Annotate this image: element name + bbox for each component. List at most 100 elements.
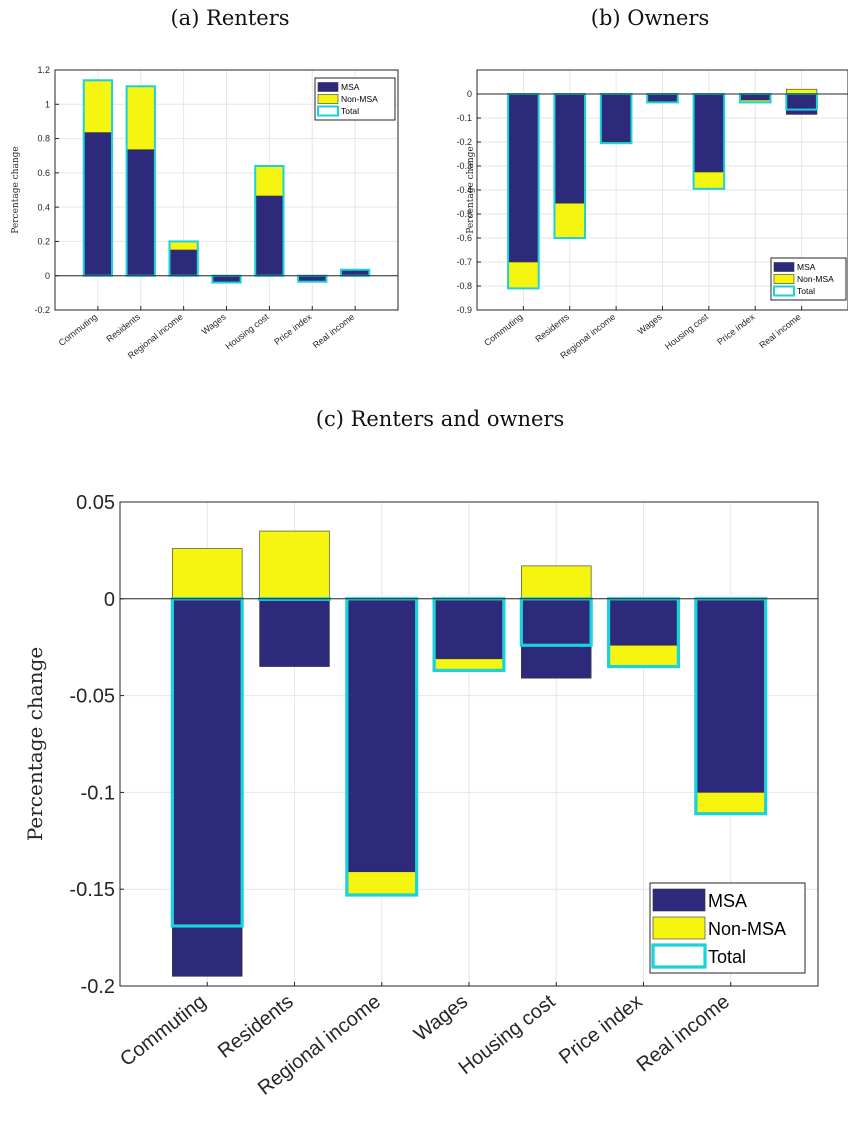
- legend-swatch: [317, 105, 339, 117]
- y-tick-label: -0.4: [456, 185, 472, 195]
- y-tick-label: -0.1: [456, 113, 472, 123]
- msa-bar: [693, 93, 725, 173]
- legend-swatch: [773, 285, 795, 297]
- x-tick-label: Wages: [200, 311, 228, 336]
- x-tick-label: Price index: [555, 991, 647, 1069]
- legend-label: Non-MSA: [708, 919, 786, 939]
- y-tick-label: 0: [104, 589, 115, 611]
- msa-bar: [254, 195, 284, 277]
- y-tick-label: -0.2: [34, 305, 50, 315]
- legend-label: MSA: [708, 891, 747, 911]
- y-tick-label: -0.3: [456, 161, 472, 171]
- msa-bar: [259, 598, 330, 667]
- msa-bar: [433, 598, 505, 660]
- legend-label: MSA: [797, 262, 816, 272]
- x-tick-label: Real income: [633, 991, 734, 1077]
- legend-swatch: [652, 916, 706, 940]
- chart-b: -0.9 -0.8 -0.7 -0.6 -0.5 -0.4 -0.3 -0.2 -0.1 0 Com…: [456, 69, 848, 361]
- non-msa-bar: [608, 644, 679, 667]
- x-tick-label: Housing cost: [455, 990, 560, 1079]
- y-axis-label: Percentage change: [11, 146, 21, 233]
- y-tick-label: -0.9: [456, 305, 472, 315]
- x-tick-label: Housing cost: [663, 311, 711, 351]
- x-tick-label: Housing cost: [223, 311, 271, 351]
- x-tick-label: Residents: [104, 311, 142, 344]
- y-axis-label: Percentage change: [23, 647, 47, 841]
- non-msa-bar: [126, 85, 156, 151]
- legend-label: MSA: [341, 82, 360, 92]
- x-tick-label: Wages: [410, 991, 472, 1046]
- msa-bar: [554, 93, 586, 204]
- y-tick-label: 0: [45, 271, 50, 281]
- non-msa-bar: [254, 165, 284, 197]
- non-msa-bar: [695, 792, 766, 814]
- msa-bar: [608, 598, 679, 646]
- y-tick-label: -0.2: [456, 137, 472, 147]
- y-tick-label: -0.15: [69, 879, 115, 901]
- msa-bar: [172, 598, 243, 977]
- y-tick-label: 0.05: [76, 492, 115, 514]
- legend-swatch: [651, 943, 707, 969]
- chart-c: -0.2 -0.15 -0.1 -0.05 0 0.05 Commuting Resident…: [23, 492, 819, 1100]
- y-tick-label: -0.7: [456, 257, 472, 267]
- non-msa-bar: [172, 548, 243, 600]
- msa-bar: [600, 93, 632, 143]
- non-msa-bar: [259, 530, 330, 600]
- y-tick-label: 0.2: [37, 237, 50, 247]
- y-tick-label: -0.6: [456, 233, 472, 243]
- x-tick-label: Residents: [214, 991, 298, 1063]
- msa-bar: [786, 93, 818, 115]
- y-tick-label: 0: [467, 89, 472, 99]
- x-tick-label: Commuting: [57, 312, 99, 348]
- non-msa-bar: [521, 565, 592, 600]
- y-axis-label: Percentage change: [466, 146, 476, 233]
- non-msa-bar: [83, 79, 113, 133]
- x-tick-label: Residents: [533, 311, 571, 344]
- x-tick-label: Real income: [757, 312, 803, 351]
- y-tick-label: 1.2: [37, 65, 50, 75]
- legend-label: Non-MSA: [797, 274, 834, 284]
- msa-bar: [169, 249, 199, 277]
- y-tick-label: -0.2: [81, 976, 115, 998]
- panel-b-title: (b) Owners: [590, 6, 710, 30]
- legend-swatch: [773, 274, 795, 284]
- msa-bar: [83, 132, 113, 277]
- y-tick-label: 0.8: [37, 134, 50, 144]
- x-tick-label: Real income: [311, 312, 357, 351]
- non-msa-bar: [169, 241, 199, 251]
- x-tick-label: Price index: [715, 311, 757, 347]
- chart-a: -0.2 0 0.2 0.4 0.6 0.8 1 1.2 Commuting Residents R…: [11, 65, 399, 361]
- non-msa-bar: [433, 658, 505, 671]
- y-tick-label: 0.4: [37, 202, 50, 212]
- legend-swatch: [652, 888, 706, 912]
- non-msa-bar: [554, 202, 586, 239]
- x-tick-label: Commuting: [482, 312, 524, 348]
- legend-swatch: [317, 94, 339, 104]
- legend-label: Total: [341, 106, 359, 116]
- panel-a-title: (a) Renters: [170, 6, 290, 30]
- y-tick-label: 1: [45, 99, 50, 109]
- y-tick-label: -0.5: [456, 209, 472, 219]
- msa-bar: [507, 93, 539, 263]
- y-tick-label: -0.05: [69, 686, 115, 708]
- non-msa-bar: [507, 261, 539, 289]
- msa-bar: [521, 598, 592, 679]
- x-tick-label: Price index: [272, 311, 314, 347]
- non-msa-bar: [346, 871, 417, 896]
- non-msa-bar: [693, 171, 725, 190]
- msa-bar: [126, 149, 156, 277]
- legend: MSA Non-MSA Total: [314, 77, 396, 121]
- msa-bar: [346, 598, 417, 873]
- legend-label: Total: [708, 947, 746, 967]
- y-tick-label: 0.6: [37, 168, 50, 178]
- legend-label: Non-MSA: [341, 94, 378, 104]
- panel-c-title: (c) Renters and owners: [315, 407, 565, 431]
- x-tick-label: Commuting: [116, 991, 210, 1071]
- legend-swatch: [773, 262, 795, 272]
- y-tick-label: -0.1: [81, 782, 115, 804]
- legend-swatch: [317, 82, 339, 92]
- x-tick-label: Wages: [636, 311, 664, 336]
- legend: MSA Non-MSA Total: [649, 882, 806, 974]
- msa-bar: [646, 93, 679, 102]
